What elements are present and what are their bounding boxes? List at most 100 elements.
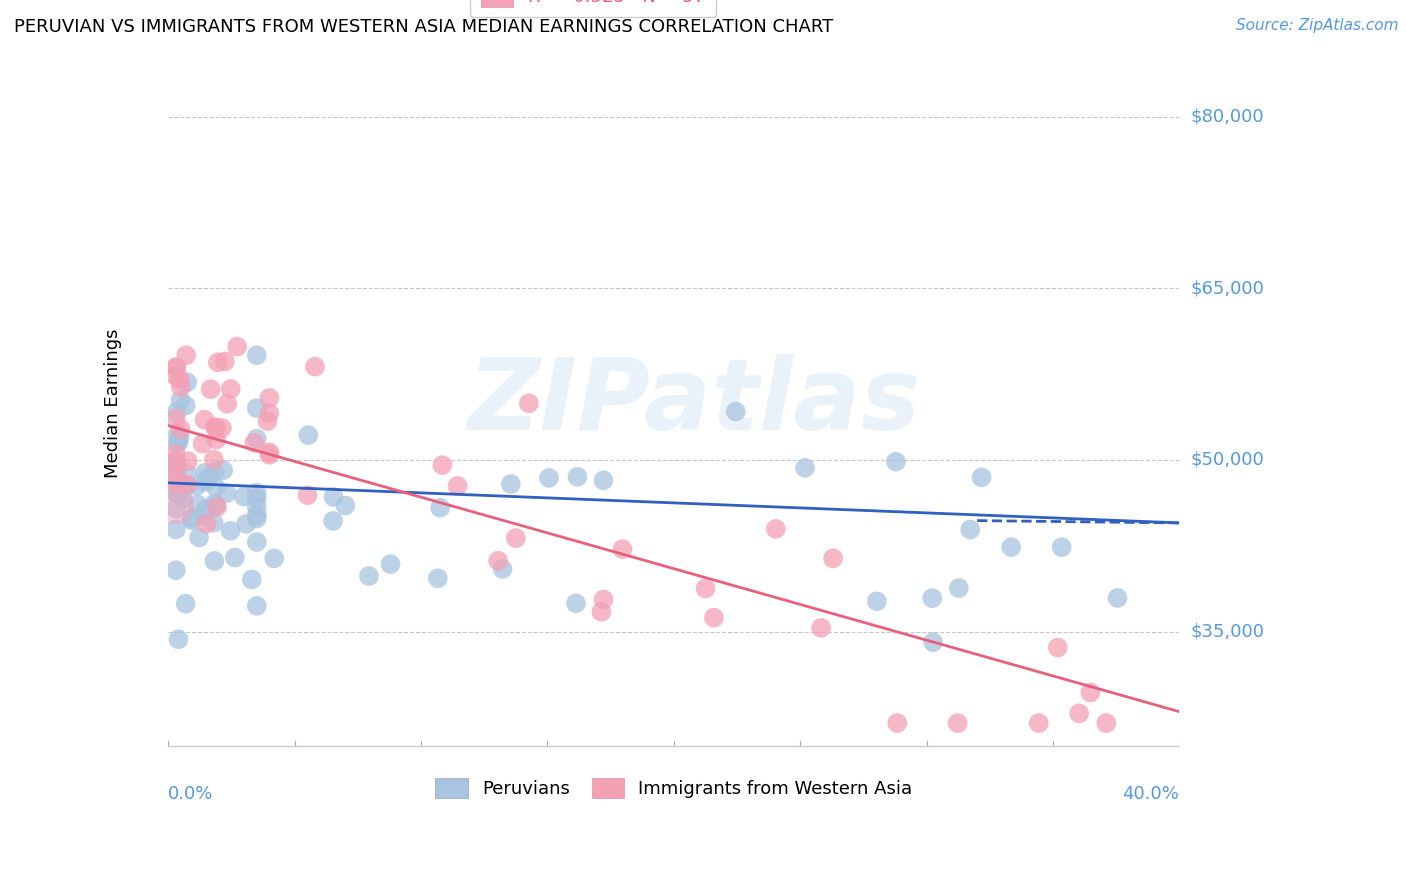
Point bbox=[165, 360, 187, 375]
Point bbox=[167, 435, 190, 450]
Point bbox=[204, 465, 226, 479]
Point bbox=[180, 513, 202, 527]
Point bbox=[194, 466, 217, 480]
Point bbox=[166, 435, 188, 450]
Point bbox=[256, 414, 278, 428]
Point bbox=[592, 592, 614, 607]
Point bbox=[591, 605, 613, 619]
Point bbox=[214, 354, 236, 368]
Text: $50,000: $50,000 bbox=[1191, 451, 1264, 469]
Point bbox=[204, 420, 226, 434]
Point bbox=[567, 470, 589, 484]
Point bbox=[186, 479, 208, 493]
Point bbox=[205, 420, 228, 434]
Point bbox=[165, 522, 187, 536]
Point bbox=[246, 500, 269, 514]
Point bbox=[505, 531, 527, 545]
Point bbox=[219, 524, 242, 538]
Point bbox=[246, 485, 269, 500]
Point bbox=[946, 716, 969, 731]
Point bbox=[232, 490, 254, 504]
Point bbox=[170, 380, 193, 394]
Point bbox=[765, 522, 787, 536]
Point bbox=[959, 523, 981, 537]
Point bbox=[259, 406, 281, 420]
Point bbox=[1080, 685, 1102, 699]
Point bbox=[167, 632, 190, 647]
Point bbox=[169, 372, 191, 386]
Point bbox=[167, 487, 190, 501]
Point bbox=[259, 448, 281, 462]
Point bbox=[1046, 640, 1069, 655]
Legend: Peruvians, Immigrants from Western Asia: Peruvians, Immigrants from Western Asia bbox=[427, 771, 920, 805]
Point bbox=[166, 427, 188, 442]
Point bbox=[165, 462, 187, 476]
Point bbox=[1095, 716, 1118, 731]
Point bbox=[695, 582, 717, 596]
Text: Source: ZipAtlas.com: Source: ZipAtlas.com bbox=[1236, 18, 1399, 33]
Point bbox=[246, 491, 269, 505]
Point bbox=[1107, 591, 1129, 605]
Point bbox=[357, 569, 380, 583]
Point bbox=[211, 421, 233, 435]
Point bbox=[165, 453, 187, 467]
Point bbox=[380, 557, 402, 571]
Point bbox=[165, 369, 187, 384]
Point bbox=[187, 498, 209, 512]
Point bbox=[246, 508, 269, 522]
Point bbox=[922, 635, 945, 649]
Point bbox=[215, 486, 238, 500]
Point bbox=[429, 500, 451, 515]
Point bbox=[207, 355, 229, 369]
Point bbox=[491, 562, 513, 576]
Point bbox=[165, 447, 187, 461]
Point bbox=[166, 405, 188, 419]
Point bbox=[703, 610, 725, 624]
Point bbox=[810, 621, 832, 635]
Point bbox=[432, 458, 454, 472]
Point bbox=[884, 455, 907, 469]
Point bbox=[197, 470, 219, 484]
Point bbox=[335, 499, 357, 513]
Text: ZIPatlas: ZIPatlas bbox=[467, 354, 921, 451]
Point bbox=[948, 581, 970, 595]
Point bbox=[970, 470, 993, 484]
Point bbox=[165, 411, 187, 425]
Point bbox=[176, 478, 198, 492]
Point bbox=[169, 422, 191, 436]
Point bbox=[1028, 716, 1050, 731]
Point bbox=[165, 467, 187, 482]
Point bbox=[246, 348, 269, 362]
Point bbox=[565, 596, 588, 610]
Point bbox=[172, 492, 194, 507]
Point bbox=[194, 501, 217, 516]
Point bbox=[537, 471, 560, 485]
Point bbox=[176, 467, 198, 481]
Point bbox=[193, 413, 215, 427]
Text: 40.0%: 40.0% bbox=[1122, 785, 1180, 803]
Text: $65,000: $65,000 bbox=[1191, 279, 1264, 297]
Point bbox=[165, 499, 187, 513]
Point bbox=[263, 551, 285, 566]
Point bbox=[191, 508, 214, 523]
Point bbox=[200, 382, 222, 396]
Point bbox=[499, 477, 522, 491]
Point bbox=[246, 535, 269, 549]
Point bbox=[174, 597, 197, 611]
Point bbox=[259, 391, 281, 405]
Point bbox=[246, 432, 269, 446]
Point bbox=[217, 397, 239, 411]
Point bbox=[224, 550, 246, 565]
Point bbox=[446, 479, 468, 493]
Point bbox=[226, 340, 249, 354]
Text: Median Earnings: Median Earnings bbox=[104, 328, 122, 477]
Text: PERUVIAN VS IMMIGRANTS FROM WESTERN ASIA MEDIAN EARNINGS CORRELATION CHART: PERUVIAN VS IMMIGRANTS FROM WESTERN ASIA… bbox=[14, 18, 834, 36]
Point bbox=[165, 501, 187, 516]
Point bbox=[165, 467, 187, 482]
Point bbox=[174, 399, 197, 413]
Point bbox=[191, 436, 214, 450]
Point bbox=[165, 486, 187, 500]
Point bbox=[921, 591, 943, 606]
Point bbox=[165, 563, 187, 577]
Point bbox=[246, 599, 269, 613]
